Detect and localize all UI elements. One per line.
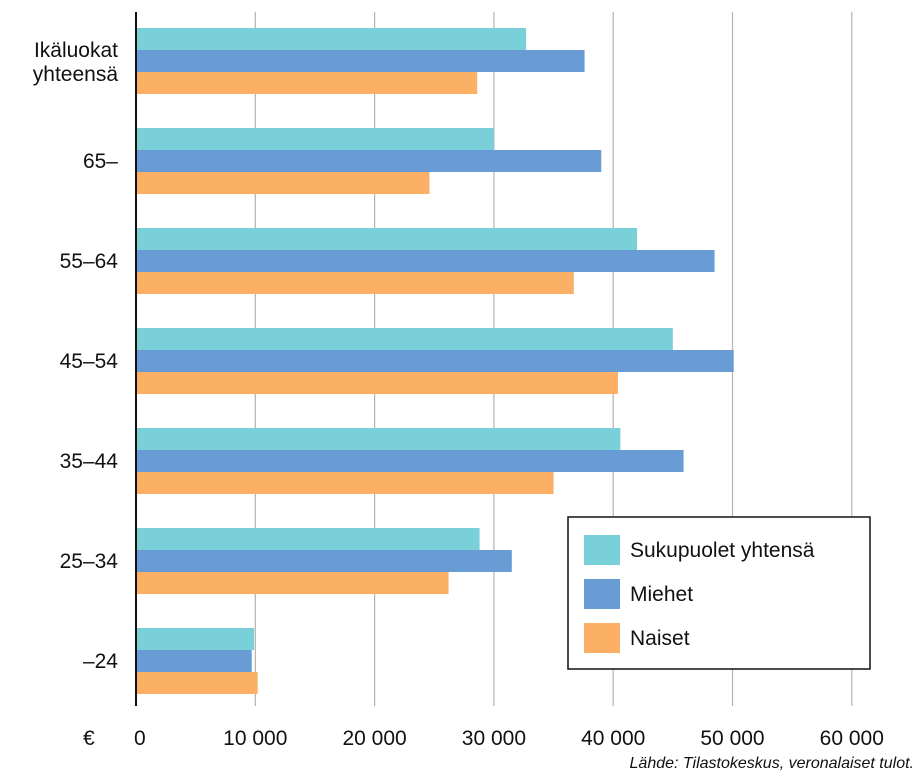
- bar: [136, 250, 715, 272]
- bar: [136, 672, 258, 694]
- category-label: Ikäluokat yhteensä: [33, 39, 119, 86]
- x-tick-label: 20 000: [342, 727, 406, 750]
- bar: [136, 628, 255, 650]
- bars: [136, 28, 734, 694]
- bar: [136, 550, 512, 572]
- bar: [136, 228, 638, 250]
- x-tick-label: 10 000: [223, 727, 287, 750]
- legend-swatch: [584, 579, 620, 609]
- x-tick-label: 60 000: [820, 727, 884, 750]
- bar: [136, 272, 574, 294]
- bar: [136, 450, 684, 472]
- bar: [136, 428, 621, 450]
- bar: [136, 72, 478, 94]
- category-label: –24: [83, 650, 118, 673]
- legend-label: Naiset: [630, 627, 690, 650]
- bar: [136, 50, 585, 72]
- legend: Sukupuolet yhtensä Miehet Naiset: [567, 516, 871, 670]
- bar: [136, 572, 449, 594]
- source-note: Lähde: Tilastokeskus, veronalaiset tulot…: [630, 755, 914, 772]
- category-label: 65–: [83, 150, 118, 173]
- x-tick-label: 50 000: [700, 727, 764, 750]
- bar: [136, 528, 480, 550]
- category-label: 45–54: [60, 350, 119, 373]
- bar: [136, 472, 554, 494]
- x-tick-label: 40 000: [581, 727, 645, 750]
- bar: [136, 150, 602, 172]
- category-label: 25–34: [60, 550, 119, 573]
- legend-items: Sukupuolet yhtensä Miehet Naiset: [584, 535, 815, 653]
- bar: [136, 128, 494, 150]
- category-label: 55–64: [60, 250, 119, 273]
- x-unit-label: €: [83, 727, 95, 750]
- legend-label: Miehet: [630, 583, 693, 606]
- legend-label: Sukupuolet yhtensä: [630, 539, 815, 562]
- bar: [136, 350, 734, 372]
- x-tick-labels: 0 10 000 20 000 30 000 40 000 50 000 60 000: [134, 727, 884, 750]
- category-labels: Ikäluokat yhteensä 65– 55–64 45–54 35–44 25–34…: [33, 39, 119, 673]
- bar: [136, 328, 673, 350]
- bar: [136, 28, 527, 50]
- category-label: 35–44: [60, 450, 119, 473]
- x-tick-label: 0: [134, 727, 146, 750]
- legend-swatch: [584, 535, 620, 565]
- bar: [136, 372, 618, 394]
- x-tick-label: 30 000: [462, 727, 526, 750]
- bar: [136, 172, 430, 194]
- legend-swatch: [584, 623, 620, 653]
- bar: [136, 650, 252, 672]
